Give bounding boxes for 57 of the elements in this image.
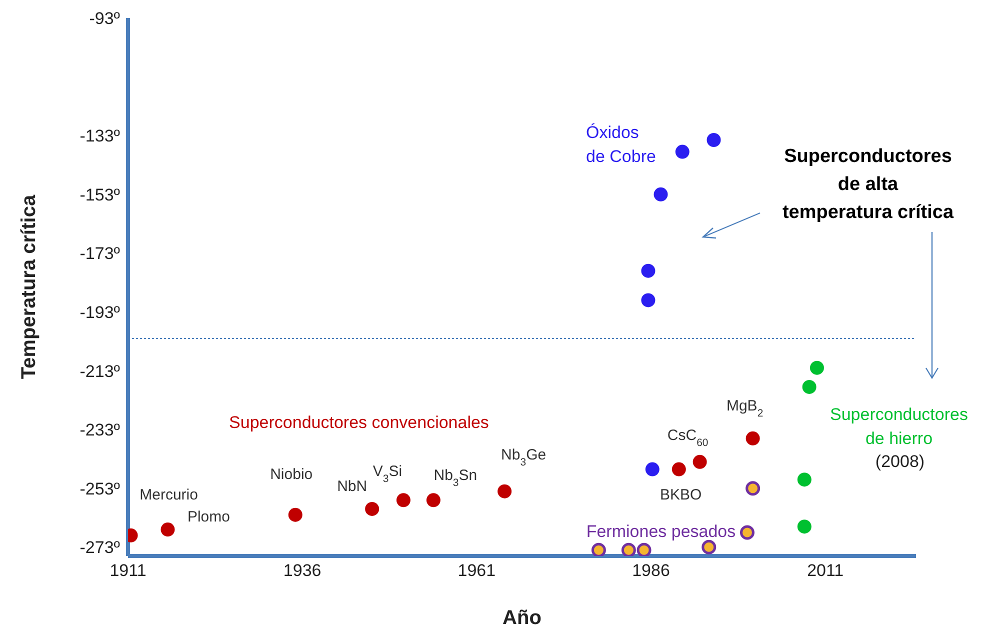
series-label: Óxidos de Cobre	[586, 123, 656, 166]
point	[675, 144, 690, 159]
annotation: Nb$_{3}$Ge	[501, 446, 546, 468]
point	[591, 542, 606, 556]
annotation: Mercurio	[140, 486, 198, 504]
point	[746, 481, 760, 496]
annotation: BKBO	[660, 486, 702, 504]
y-tick-label: -233º	[80, 420, 120, 440]
point	[396, 493, 410, 508]
point	[797, 472, 812, 487]
text: Superconductores convencionales	[229, 413, 489, 432]
y-tick-label: -273º	[80, 538, 120, 558]
annotation: MgB$_{2}$	[726, 397, 764, 420]
y-tick-label: -253º	[80, 479, 120, 498]
point	[641, 264, 656, 278]
point	[641, 293, 656, 308]
point	[740, 525, 754, 540]
y-tick-label: -193º	[80, 303, 120, 322]
point	[645, 462, 660, 476]
x-tick-label: 1936	[283, 561, 322, 580]
point	[802, 380, 816, 394]
annotation: NbN	[337, 478, 368, 495]
series-label: Superconductores de hierro	[830, 405, 968, 448]
point	[672, 462, 686, 476]
annotation: Superconductores de alta temperatura crítica	[782, 146, 954, 223]
point	[654, 187, 668, 202]
point	[160, 522, 175, 537]
x-tick-label: 1961	[458, 561, 496, 580]
x-tick-label: 1911	[110, 561, 146, 580]
x-tick-label: 2011	[807, 561, 844, 580]
y-tick-label: -133º	[80, 126, 120, 146]
annotation: Niobio	[270, 466, 313, 483]
point	[365, 502, 380, 516]
y-axis-title: Temperatura crítica	[18, 194, 40, 380]
point	[692, 454, 707, 469]
x-tick-label: 1986	[632, 561, 670, 580]
annotation: Nb$_{3}$Sn	[434, 467, 478, 490]
y-tick-label: -153º	[80, 185, 120, 204]
x-axis-title: Año	[502, 607, 542, 629]
point	[621, 542, 636, 556]
y-tick-label: -93º	[89, 9, 120, 28]
point	[702, 540, 716, 554]
y-tick-label: -173º	[80, 244, 120, 264]
annotation: (2008)	[875, 452, 925, 471]
point	[426, 493, 440, 508]
annotation: V$_{3}$Si	[372, 463, 402, 486]
point	[797, 520, 812, 534]
series-label: Fermiones pesados	[586, 522, 736, 541]
point	[810, 360, 824, 375]
point	[288, 508, 302, 522]
y-tick-label: -213º	[80, 362, 120, 381]
point	[706, 133, 721, 148]
point	[746, 431, 760, 446]
annotation: Plomo	[187, 508, 230, 526]
point	[498, 484, 512, 498]
annotation: CsC$_{60}$	[667, 426, 708, 449]
point	[636, 542, 652, 556]
